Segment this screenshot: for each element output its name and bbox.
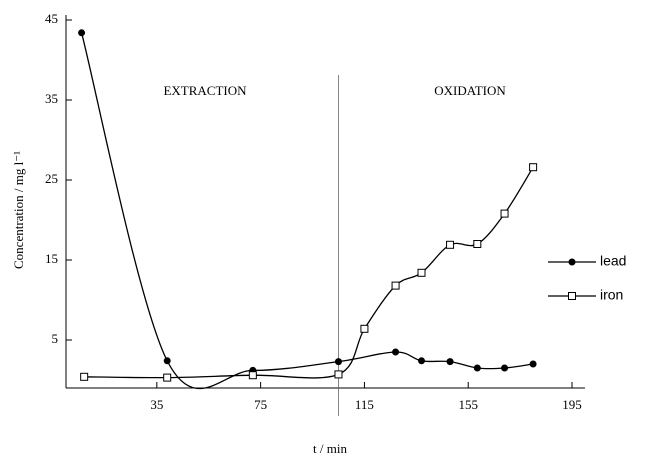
x-tick-label: 195 [562, 397, 582, 412]
data-point [334, 358, 342, 366]
data-point [78, 29, 86, 37]
legend-marker [568, 258, 576, 266]
x-tick-label: 155 [458, 397, 478, 412]
y-axis-label: Concentration / mg l⁻¹ [11, 151, 26, 269]
legend-label: iron [600, 287, 623, 303]
data-point [501, 364, 509, 372]
x-tick-label: 115 [355, 397, 374, 412]
data-point [417, 268, 426, 277]
legend-label: lead [600, 253, 626, 269]
y-tick-label: 25 [45, 171, 58, 186]
line [84, 166, 534, 379]
data-point [163, 357, 171, 365]
data-point [446, 358, 454, 366]
x-tick-label: 35 [150, 397, 163, 412]
data-point [500, 209, 509, 218]
data-point [473, 240, 482, 248]
data-point [529, 360, 537, 368]
annotation: EXTRACTION [163, 83, 247, 98]
y-tick-label: 35 [45, 91, 58, 106]
data-point [360, 324, 369, 333]
data-point [163, 373, 172, 382]
data-point [80, 372, 89, 381]
data-point [529, 163, 538, 172]
data-point [391, 281, 400, 290]
legend-marker [568, 292, 576, 300]
y-tick-label: 5 [52, 331, 59, 346]
data-point [418, 357, 426, 365]
x-axis-label: t / min [313, 441, 347, 456]
data-point [446, 240, 455, 249]
data-point [248, 371, 257, 380]
y-tick-label: 45 [45, 11, 58, 26]
y-tick-label: 15 [45, 251, 58, 266]
x-tick-label: 75 [254, 397, 267, 412]
data-point [473, 364, 481, 372]
annotation: OXIDATION [434, 83, 506, 98]
data-point [392, 348, 400, 356]
data-point [334, 370, 343, 379]
